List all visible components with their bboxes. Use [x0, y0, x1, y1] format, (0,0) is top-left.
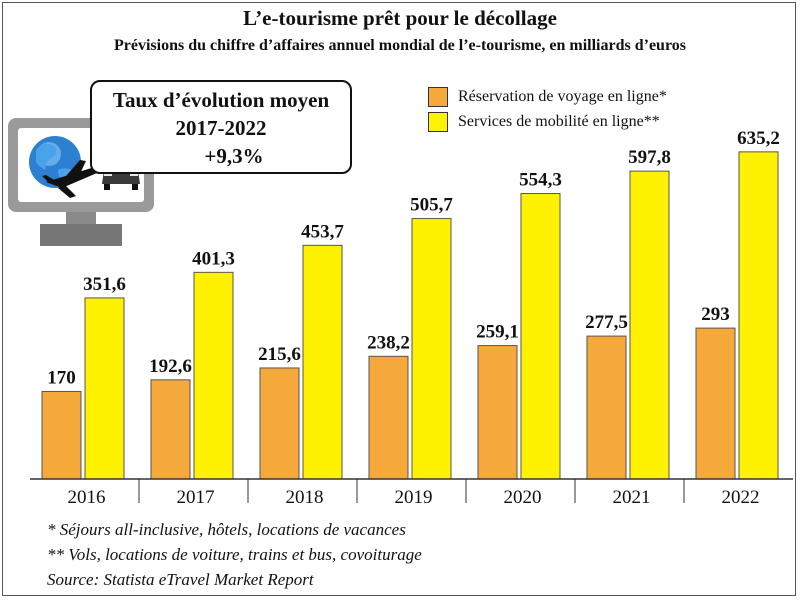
bar-mobility-2021: [629, 170, 670, 480]
bar-mobility-2018: [302, 244, 343, 480]
value-label-reservation-2016: 170: [47, 367, 76, 388]
bar-mobility-2022: [738, 151, 779, 480]
bar-reservation-2017: [150, 379, 191, 480]
legend-swatch-mobility: [428, 111, 448, 132]
value-label-reservation-2017: 192,6: [149, 356, 192, 377]
x-tick-label-2019: 2019: [395, 487, 433, 508]
bar-mobility-2019: [411, 218, 452, 480]
value-label-mobility-2017: 401,3: [192, 248, 235, 269]
value-label-mobility-2019: 505,7: [410, 195, 453, 216]
value-label-mobility-2018: 453,7: [301, 221, 344, 242]
bar-reservation-2020: [477, 345, 518, 480]
bar-mobility-2017: [193, 271, 234, 480]
value-label-reservation-2020: 259,1: [476, 322, 519, 343]
bar-reservation-2018: [259, 367, 300, 480]
bar-reservation-2021: [586, 335, 627, 480]
x-tick-label-2016: 2016: [68, 487, 106, 508]
legend-label-mobility: Services de mobilité en ligne**: [458, 112, 660, 130]
value-label-reservation-2019: 238,2: [367, 332, 410, 353]
footnotes: * Séjours all-inclusive, hôtels, locatio…: [47, 517, 422, 592]
value-label-reservation-2021: 277,5: [585, 312, 628, 333]
value-label-mobility-2022: 635,2: [737, 128, 780, 149]
value-label-mobility-2016: 351,6: [83, 274, 126, 295]
airplane-icon: [42, 160, 104, 198]
footnote-mobility: ** Vols, locations de voiture, trains et…: [47, 545, 422, 564]
bar-reservation-2019: [368, 355, 409, 480]
x-tick-label-2018: 2018: [286, 487, 324, 508]
average-growth-rate-box: Taux d’évolution moyen 2017-2022 +9,3%: [90, 80, 352, 174]
legend-swatch-reservation: [428, 86, 448, 107]
value-label-mobility-2020: 554,3: [519, 170, 562, 191]
chart-title: L’e-tourisme prêt pour le décollage: [243, 6, 557, 30]
value-label-mobility-2021: 597,8: [628, 147, 671, 168]
chart-subtitle: Prévisions du chiffre d’affaires annuel …: [114, 37, 686, 54]
bar-mobility-2020: [520, 193, 561, 480]
bar-mobility-2016: [84, 297, 125, 480]
value-label-reservation-2022: 293: [701, 304, 730, 325]
x-tick-label-2017: 2017: [177, 487, 215, 508]
source-note: Source: Statista eTravel Market Report: [47, 570, 314, 589]
legend-item-mobility: Services de mobilité en ligne**: [428, 109, 667, 134]
footnote-reservation: * Séjours all-inclusive, hôtels, locatio…: [47, 520, 406, 539]
x-tick-label-2020: 2020: [504, 487, 542, 508]
legend-label-reservation: Réservation de voyage en ligne*: [458, 87, 667, 105]
rate-box-heading: Taux d’évolution moyen: [112, 88, 330, 112]
legend-item-reservation: Réservation de voyage en ligne*: [428, 84, 667, 109]
bar-reservation-2022: [695, 327, 736, 480]
chart-legend: Réservation de voyage en ligne* Services…: [428, 84, 667, 134]
bar-reservation-2016: [41, 390, 82, 480]
x-tick-label-2022: 2022: [722, 487, 760, 508]
x-tick-label-2021: 2021: [613, 487, 651, 508]
rate-box-value: +9,3%: [204, 144, 264, 168]
value-label-reservation-2018: 215,6: [258, 344, 301, 365]
rate-box-period: 2017-2022: [175, 116, 267, 140]
